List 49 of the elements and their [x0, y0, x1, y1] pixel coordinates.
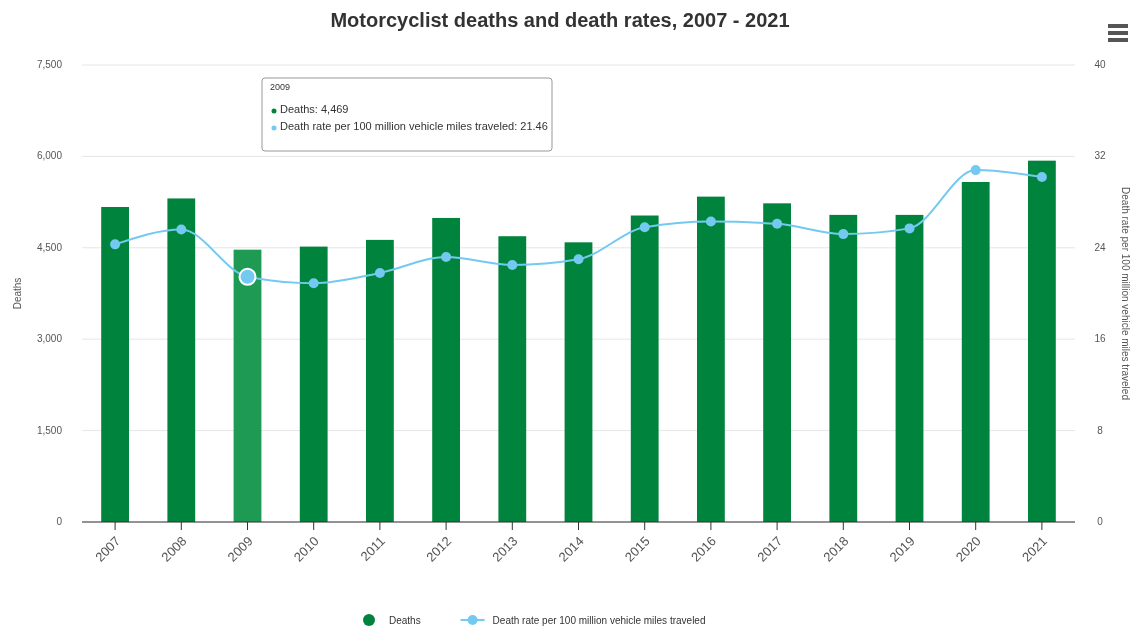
y-tick-label: 1,500: [36, 424, 63, 436]
y2-tick-label: 24: [1094, 241, 1106, 253]
annotation: Deaths: 4,469: [280, 103, 349, 115]
bar: [630, 215, 659, 522]
y-axis-title: Deaths: [12, 277, 23, 310]
point: [110, 239, 121, 250]
y2-tick-label: 0: [1097, 516, 1104, 527]
y-tick-label: 6,000: [36, 150, 63, 162]
legend-label: Deaths: [389, 615, 421, 626]
bar: [763, 203, 791, 522]
y-tick-label: 7,500: [36, 59, 63, 70]
bar: [697, 196, 725, 522]
bar: [299, 246, 328, 522]
legend-label: Death rate per 100 million vehicle miles traveled: [492, 615, 706, 626]
annotation: Death rate per 100 million vehicle miles traveled: 21.46: [280, 120, 548, 132]
point: [705, 216, 716, 227]
bar: [829, 214, 858, 522]
y2-tick-label: 32: [1094, 150, 1106, 162]
chart-title: Motorcyclist deaths and death rates, 2007 - 2021: [330, 9, 790, 31]
point: [573, 254, 584, 265]
bar: [101, 206, 129, 522]
bar: [366, 239, 394, 522]
y-tick-label: 4,500: [36, 241, 63, 253]
y-tick-label: 0: [56, 516, 63, 527]
point: [1036, 171, 1047, 182]
point: [838, 229, 849, 240]
annotation: 2009: [270, 82, 291, 92]
bar: [498, 236, 527, 522]
point: [639, 222, 650, 233]
bar: [961, 181, 990, 522]
point: [772, 218, 783, 229]
y2-tick-label: 40: [1094, 59, 1106, 70]
bar: [233, 249, 262, 522]
bar: [432, 217, 460, 522]
y-tick-label: 3,000: [36, 333, 63, 345]
point: [507, 259, 518, 270]
y2-tick-label: 8: [1097, 424, 1104, 436]
point: [904, 223, 915, 234]
bar: [167, 198, 196, 522]
point: [441, 251, 452, 262]
bar: [895, 214, 924, 522]
bar: [564, 242, 593, 522]
point: [176, 224, 187, 235]
bar: [1028, 160, 1056, 522]
y2-tick-label: 16: [1094, 333, 1106, 345]
point: [374, 267, 385, 278]
y2-axis-title: Death rate per 100 million vehicle miles traveled: [1120, 187, 1131, 400]
point: [308, 278, 319, 289]
point: [970, 165, 981, 176]
